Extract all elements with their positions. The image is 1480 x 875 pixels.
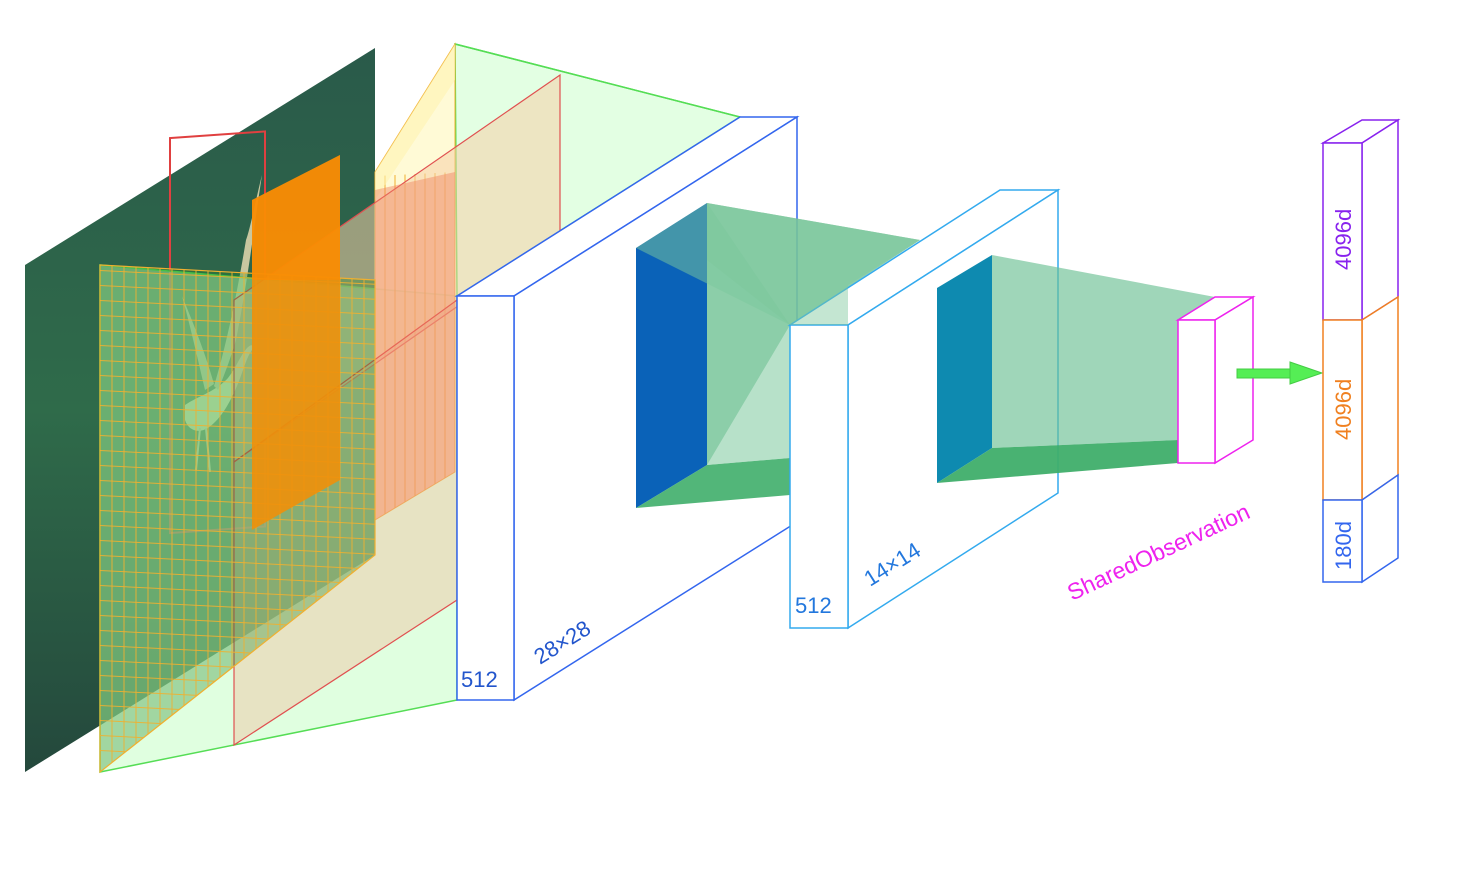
pool-frustum-b: [937, 255, 1215, 483]
shared-observation-label: SharedObservation: [1063, 498, 1254, 605]
segment-2-label: 4096d: [1331, 379, 1356, 440]
shared-observation-box: [1175, 295, 1256, 465]
segment-1-label: 4096d: [1331, 209, 1356, 270]
vector-segment-3: [1322, 499, 1363, 583]
pool-frustum-a: [636, 203, 920, 508]
conv-b-channels: 512: [795, 593, 832, 618]
conv-a-channels: 512: [461, 667, 498, 692]
roi-projection: [252, 155, 340, 530]
output-vector: [1320, 118, 1401, 584]
vector-segment-1: [1322, 142, 1363, 321]
segment-3-label: 180d: [1331, 521, 1356, 570]
right-arrow-icon: [1236, 361, 1324, 385]
